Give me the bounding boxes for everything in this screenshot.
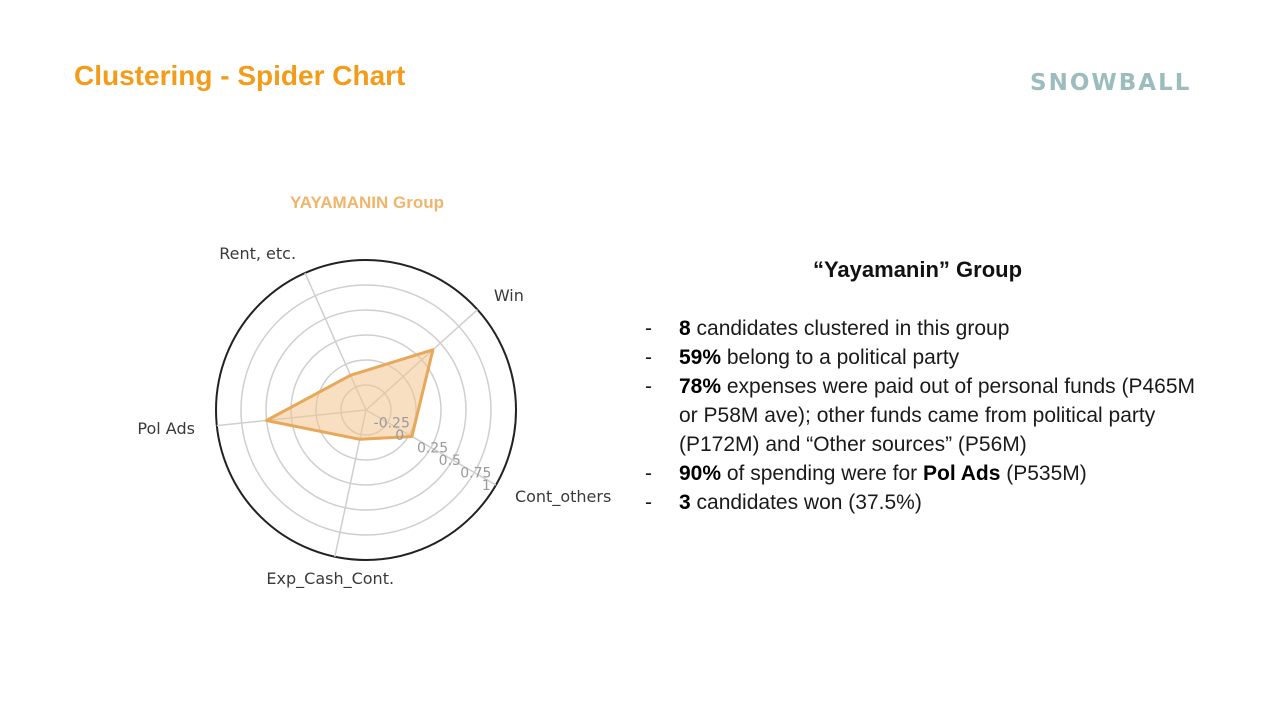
radar-series-polygon (265, 348, 435, 441)
radar-axis-label: Rent, etc. (219, 244, 296, 263)
bullet-value: 90% (679, 462, 722, 485)
bullet-dash: - (645, 346, 652, 369)
radar-tick-label: 0 (395, 428, 404, 444)
bullet-dash: - (645, 462, 652, 485)
bullet-party: - 59% belong to a political party (645, 343, 1205, 372)
bullet-value: 8 (679, 317, 691, 340)
bullet-text: candidates won (37.5%) (690, 491, 922, 514)
radar-series (265, 348, 435, 441)
slide-title: Clustering - Spider Chart (74, 60, 406, 91)
radar-tick-label: 0.5 (439, 453, 461, 469)
bullet-list: - 8 candidates clustered in this group - 5… (645, 314, 1205, 517)
bullet-text-tail: (P535M) (1000, 462, 1087, 485)
radar-tick-label: 0.25 (417, 441, 448, 457)
bullet-value: 59% (679, 346, 722, 369)
bullet-dash: - (645, 375, 652, 398)
bullet-spending: - 90% of spending were for Pol Ads (P535M… (645, 459, 1205, 488)
radar-grid-ring (265, 309, 467, 511)
bullet-expenses: - 78% expenses were paid out of personal … (645, 372, 1205, 459)
radar-axis-label: Win (494, 286, 524, 305)
radar-axis-label: Pol Ads (137, 419, 195, 438)
summary-panel: “Yayamanin” Group - 8 candidates clustere… (645, 257, 1205, 517)
panel-heading: “Yayamanin” Group (812, 257, 1023, 282)
radar-axis-label: Exp_Cash_Cont. (266, 569, 394, 589)
radar-chart: -0.250 0.250.50.751 Cont_others Exp_Cash_C… (137, 244, 611, 589)
bullet-value: 78% (679, 375, 722, 398)
radar-axis-label: Cont_others (515, 487, 611, 507)
bullet-dash: - (645, 317, 652, 340)
radar-tick-label: 0.75 (460, 466, 491, 482)
chart-title: YAYAMANIN Group (290, 193, 444, 212)
radar-labels: Cont_others Exp_Cash_Cont. Pol Ads Rent, et… (137, 244, 611, 589)
bullet-value-pol-ads: Pol Ads (922, 462, 1001, 485)
bullet-value: 3 (679, 491, 691, 514)
bullet-text: candidates clustered in this group (690, 317, 1010, 340)
radar-tick-label: 1 (482, 478, 491, 494)
bullet-won: - 3 candidates won (37.5%) (645, 488, 1205, 517)
bullet-text: expenses were paid out of personal funds… (679, 375, 1195, 456)
radar-grid-ring (240, 284, 492, 536)
bullet-dash: - (645, 491, 652, 514)
bullet-text: belong to a political party (721, 346, 960, 369)
radar-tick-label: -0.25 (374, 416, 410, 432)
brand-logo: SNOWBALL (1030, 70, 1192, 96)
bullet-candidates: - 8 candidates clustered in this group (645, 314, 1205, 343)
radar-ticks: -0.250 0.250.50.751 (374, 416, 492, 495)
radar-outer-ring (215, 259, 517, 561)
bullet-text: of spending were for (721, 462, 923, 485)
